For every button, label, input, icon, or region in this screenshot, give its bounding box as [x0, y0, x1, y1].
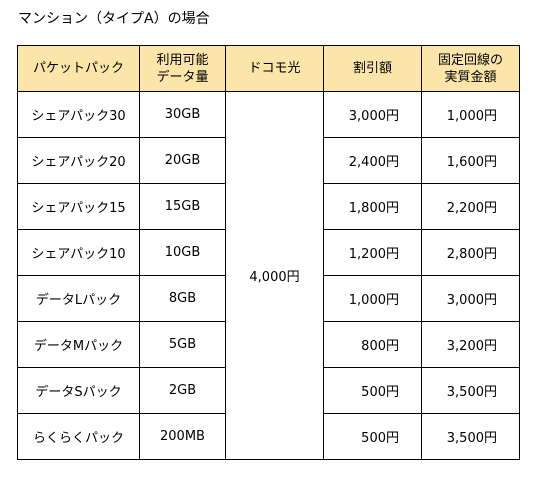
table-row: シェアパック15 15GB 1,800円 2,200円 [17, 183, 520, 230]
data-cell: 2GB [139, 367, 226, 414]
docomo-price-cell: 4,000円 [225, 91, 324, 460]
real-cost-cell: 1,000円 [421, 91, 520, 138]
header-data: 利用可能 データ量 [139, 45, 226, 92]
table-caption: マンション（タイプA）の場合 [18, 11, 210, 27]
table-row: データLパック 8GB 1,000円 3,000円 [17, 275, 520, 322]
data-cell: 20GB [139, 137, 226, 184]
discount-cell: 500円 [323, 413, 422, 460]
data-cell: 5GB [139, 321, 226, 368]
plan-cell: データSパック [17, 367, 140, 414]
header-data-line2: データ量 [156, 69, 209, 85]
real-cost-cell: 3,500円 [421, 413, 520, 460]
header-data-line1: 利用可能 [156, 52, 209, 68]
header-docomo: ドコモ光 [225, 45, 324, 92]
plan-cell: シェアパック10 [17, 229, 140, 276]
table-row: シェアパック20 20GB 2,400円 1,600円 [17, 137, 520, 184]
discount-cell: 800円 [323, 321, 422, 368]
header-packet: パケットパック [17, 45, 140, 92]
real-cost-cell: 3,500円 [421, 367, 520, 414]
discount-cell: 500円 [323, 367, 422, 414]
plan-cell: データMパック [17, 321, 140, 368]
real-cost-cell: 1,600円 [421, 137, 520, 184]
plan-cell: シェアパック15 [17, 183, 140, 230]
table-row: データSパック 2GB 500円 3,500円 [17, 367, 520, 414]
discount-cell: 2,400円 [323, 137, 422, 184]
header-packet-label: パケットパック [32, 61, 124, 76]
plan-cell: データLパック [17, 275, 140, 322]
data-cell: 10GB [139, 229, 226, 276]
header-docomo-label: ドコモ光 [248, 61, 301, 76]
table-row: シェアパック10 10GB 1,200円 2,800円 [17, 229, 520, 276]
price-table: パケットパック 利用可能 データ量 ドコモ光 割引額 固定回線の 実質金額 シェ… [17, 45, 520, 460]
table-row: データMパック 5GB 800円 3,200円 [17, 321, 520, 368]
header-real-line2: 実質金額 [444, 69, 497, 85]
real-cost-cell: 2,800円 [421, 229, 520, 276]
plan-cell: シェアパック20 [17, 137, 140, 184]
plan-cell: シェアパック30 [17, 91, 140, 138]
real-cost-cell: 3,200円 [421, 321, 520, 368]
data-cell: 200MB [139, 413, 226, 460]
table-row: シェアパック30 30GB 4,000円 3,000円 1,000円 [17, 91, 520, 460]
header-real-line1: 固定回線の [437, 52, 503, 68]
data-cell: 30GB [139, 91, 226, 138]
discount-cell: 1,800円 [323, 183, 422, 230]
discount-cell: 1,000円 [323, 275, 422, 322]
plan-cell: らくらくパック [17, 413, 140, 460]
header-discount-label: 割引額 [352, 61, 392, 76]
discount-cell: 3,000円 [323, 91, 422, 138]
data-cell: 15GB [139, 183, 226, 230]
table-row: らくらくパック 200MB 500円 3,500円 [17, 413, 520, 460]
header-discount: 割引額 [323, 45, 422, 92]
real-cost-cell: 3,000円 [421, 275, 520, 322]
header-real: 固定回線の 実質金額 [421, 45, 520, 92]
header-row: パケットパック 利用可能 データ量 ドコモ光 割引額 固定回線の 実質金額 [17, 45, 520, 92]
real-cost-cell: 2,200円 [421, 183, 520, 230]
discount-cell: 1,200円 [323, 229, 422, 276]
data-cell: 8GB [139, 275, 226, 322]
